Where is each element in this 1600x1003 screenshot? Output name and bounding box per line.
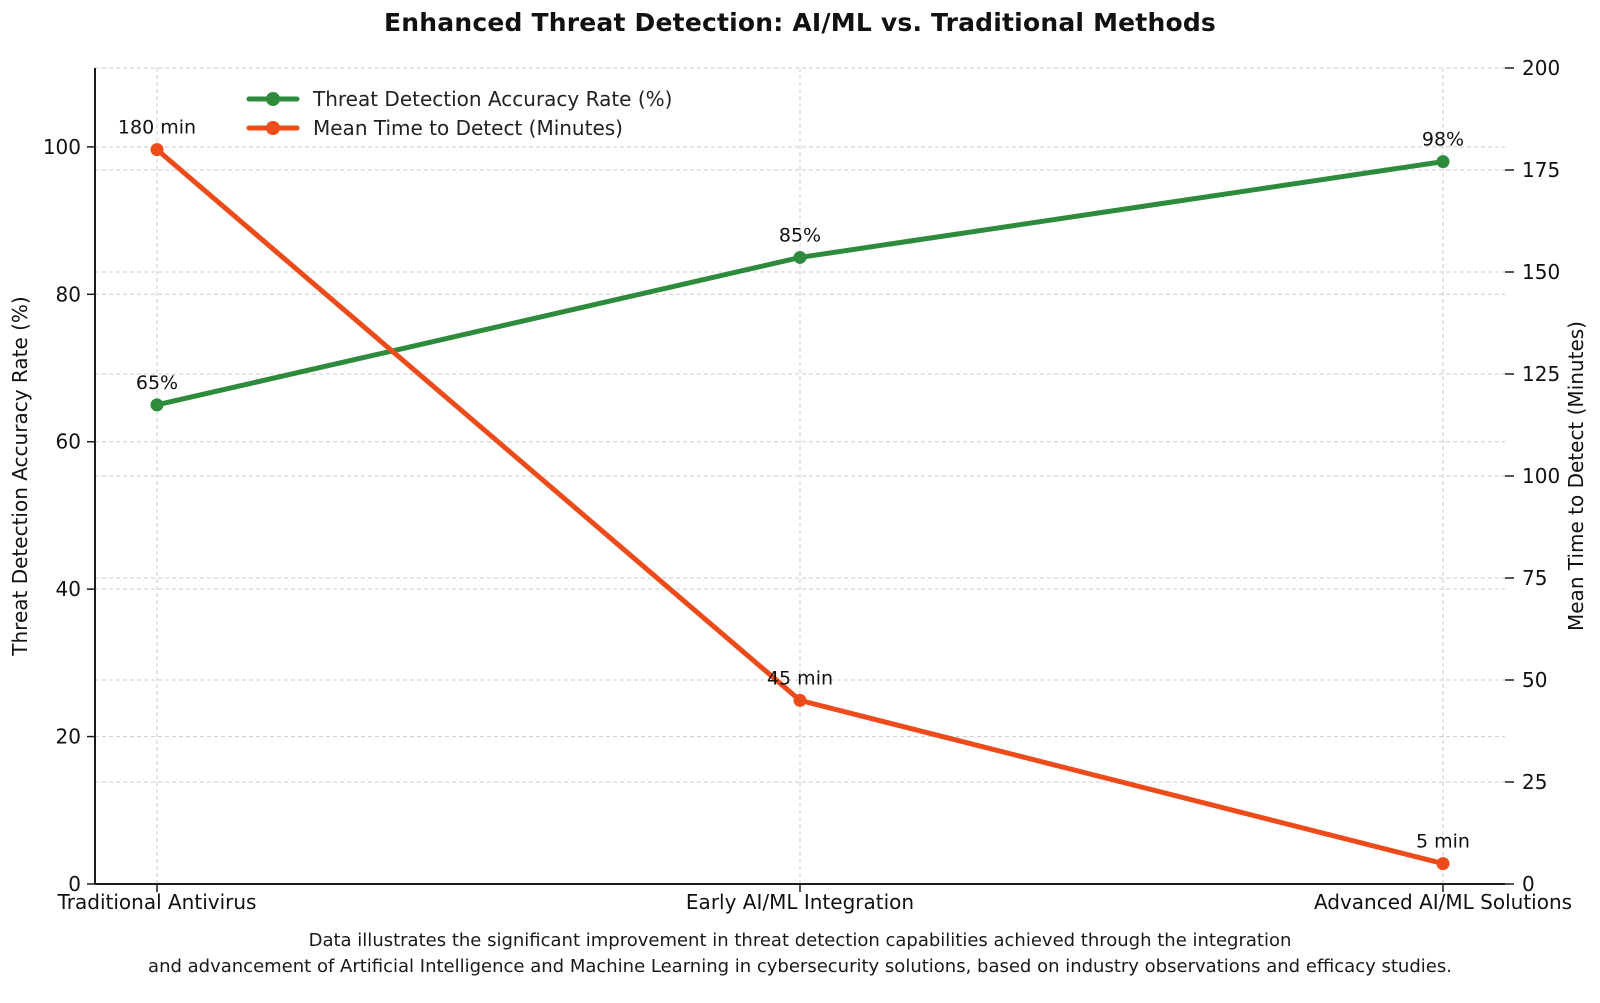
data-point-label: 45 min	[767, 667, 833, 689]
data-point-label: 85%	[779, 224, 821, 246]
right-axis-title: Mean Time to Detect (Minutes)	[1564, 321, 1588, 631]
data-point-marker	[793, 250, 807, 264]
series-line	[154, 159, 1446, 408]
left-tick-label: 20	[56, 725, 81, 749]
data-point-label: 65%	[136, 372, 178, 394]
right-tick-label: 150	[1522, 260, 1560, 284]
right-tick-label: 100	[1522, 464, 1560, 488]
left-tick-label: 80	[56, 282, 81, 306]
gridlines	[95, 67, 1505, 884]
x-tick-label: Traditional Antivirus	[57, 890, 257, 914]
legend: Threat Detection Accuracy Rate (%) Mean T…	[246, 87, 672, 140]
accuracy-series: 65% 85% 98%	[136, 129, 1464, 412]
tick-labels: 0 20 40 60 80 100 0 25 50 75 100 125 150 175 200 Tradit…	[43, 56, 1572, 914]
legend-swatch-marker	[266, 121, 280, 135]
data-point-marker	[793, 693, 807, 707]
right-tick-label: 200	[1522, 56, 1560, 80]
data-point-label: 180 min	[118, 117, 196, 139]
data-point-label: 98%	[1422, 129, 1464, 151]
data-point-marker	[150, 398, 164, 412]
data-point-marker	[1436, 155, 1450, 169]
right-tick-label: 125	[1522, 362, 1560, 386]
x-tick-label: Advanced AI/ML Solutions	[1314, 890, 1572, 914]
mttd-series: 180 min 45 min 5 min	[118, 117, 1470, 871]
right-tick-label: 25	[1522, 770, 1547, 794]
left-axis-title: Threat Detection Accuracy Rate (%)	[8, 296, 32, 656]
x-tick-label: Early AI/ML Integration	[686, 890, 914, 914]
left-tick-label: 60	[56, 430, 81, 454]
left-tick-label: 100	[43, 135, 81, 159]
caption-line-1: Data illustrates the significant improve…	[308, 930, 1292, 951]
right-tick-label: 0	[1522, 872, 1535, 896]
tick-marks	[87, 67, 1514, 892]
left-tick-label: 0	[68, 872, 81, 896]
right-tick-label: 75	[1522, 566, 1547, 590]
legend-entry: Threat Detection Accuracy Rate (%)	[246, 87, 672, 111]
legend-label: Mean Time to Detect (Minutes)	[313, 116, 623, 140]
legend-entry: Mean Time to Detect (Minutes)	[246, 116, 623, 140]
right-tick-label: 175	[1522, 158, 1560, 182]
right-tick-label: 50	[1522, 668, 1547, 692]
legend-label: Threat Detection Accuracy Rate (%)	[312, 87, 672, 111]
legend-swatch-marker	[266, 92, 280, 106]
left-tick-label: 40	[56, 577, 81, 601]
data-point-marker	[1436, 857, 1450, 871]
caption-line-2: and advancement of Artificial Intelligen…	[148, 956, 1452, 977]
chart-title: Enhanced Threat Detection: AI/ML vs. Tra…	[383, 8, 1216, 37]
data-point-marker	[150, 143, 164, 157]
data-point-label: 5 min	[1416, 831, 1470, 853]
